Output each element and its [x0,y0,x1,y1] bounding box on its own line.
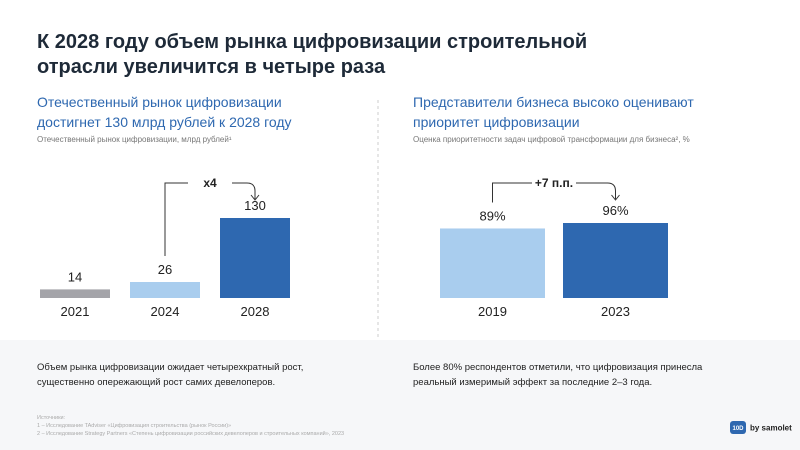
chart-subtitle: Отечественный рынок цифровизации, млрд р… [37,135,232,144]
annotation-bg [188,175,232,191]
annotation: +7 п.п. [535,176,573,190]
value-label: 130 [244,198,266,213]
arrow-head [611,194,620,201]
logo-text: by samolet [750,424,792,433]
bar [220,218,290,298]
annotation-arrow [164,182,256,256]
source: 2 – Исследование Strategy Partners «Степ… [37,431,345,437]
arrow-head [250,194,260,201]
sources-heading: Источники: [37,415,66,421]
footer-band [0,340,800,450]
annotation-arrow [492,182,616,203]
source: 1 – Исследование TAdviser «Цифровизация … [37,423,232,429]
x-tick-label: 2024 [151,304,180,319]
value-label: 96% [602,203,628,218]
x-tick-label: 2028 [241,304,270,319]
logo-badge: 10D [732,426,744,432]
note: Объем рынка цифровизации ожидает четырех… [37,362,304,388]
sources: Источники: 1 – Исследование TAdviser «Ци… [37,414,344,438]
value-label: 89% [479,208,505,223]
bar [440,228,545,298]
bar [40,289,110,298]
value-label: 26 [158,262,172,277]
annotation: x4 [203,176,217,190]
bar [563,223,668,298]
note: Более 80% респондентов отметили, что циф… [413,362,703,388]
x-tick-label: 2019 [478,304,507,319]
slide-title: К 2028 году объем рынка цифровизации стр… [37,31,588,78]
x-tick-label: 2021 [61,304,90,319]
bar [130,282,200,298]
value-label: 14 [68,269,82,284]
logo-badge-bg [730,421,746,434]
annotation-bg [532,175,576,191]
x-tick-label: 2023 [601,304,630,319]
chart-title: Представители бизнеса высоко оценивают п… [413,94,694,130]
chart-title: Отечественный рынок цифровизации достигн… [37,94,292,130]
chart-subtitle: Оценка приоритетности задач цифровой тра… [413,135,690,144]
